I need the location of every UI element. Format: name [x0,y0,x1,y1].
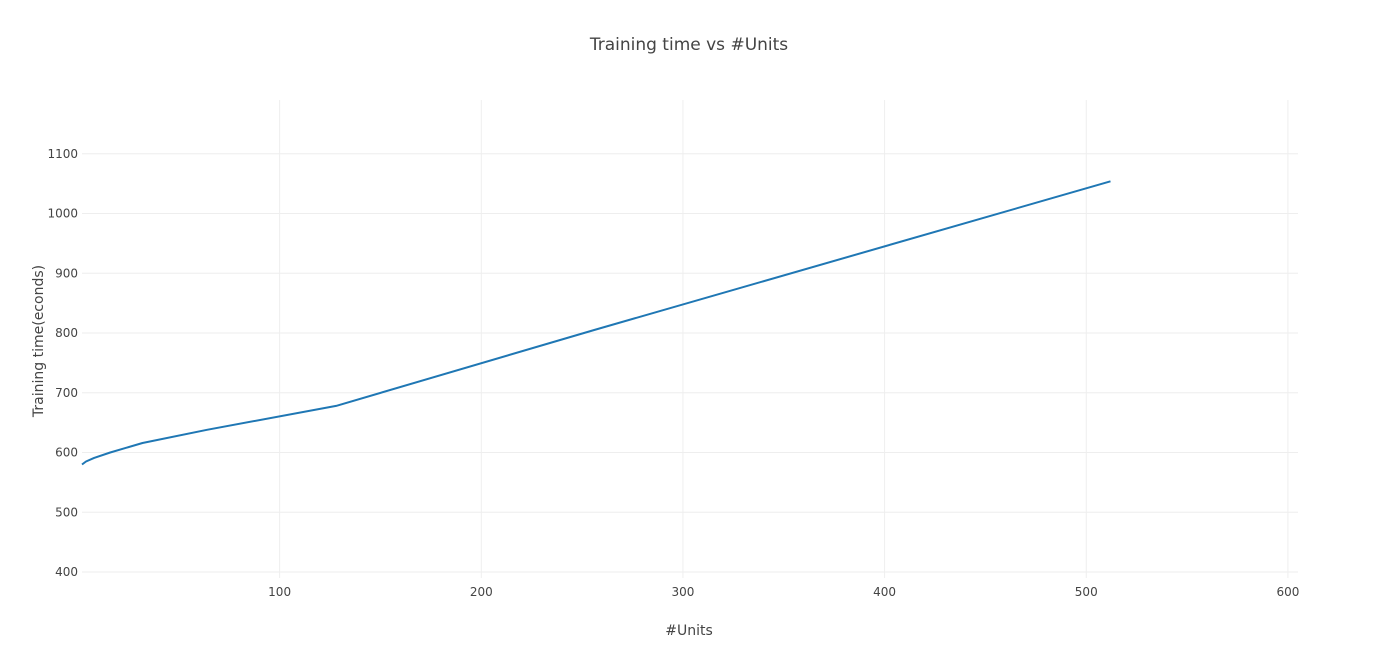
y-tick-label: 600 [55,446,78,460]
x-tick-label: 400 [873,585,896,599]
x-axis-title: #Units [665,623,713,639]
series-line [81,180,1111,466]
y-axis-title: Training time(econds) [31,265,47,418]
y-tick-label: 1000 [47,207,78,221]
x-tick-label: 500 [1075,585,1098,599]
y-tick-label: 500 [55,505,78,519]
y-tick-label: 800 [55,326,78,340]
y-tick-label: 1100 [47,147,78,161]
y-axis-ticks: 400 500 600 700 800 900 1000 1100 [47,147,78,579]
x-tick-label: 600 [1276,585,1299,599]
gridlines [82,100,1298,578]
x-tick-label: 200 [470,585,493,599]
y-tick-label: 700 [55,386,78,400]
y-tick-label: 900 [55,266,78,280]
x-tick-label: 100 [268,585,291,599]
series-group [81,180,1111,466]
chart-title: Training time vs #Units [589,35,788,55]
y-tick-label: 400 [55,565,78,579]
x-tick-label: 300 [671,585,694,599]
x-axis-ticks: 100 200 300 400 500 600 [268,585,1299,599]
